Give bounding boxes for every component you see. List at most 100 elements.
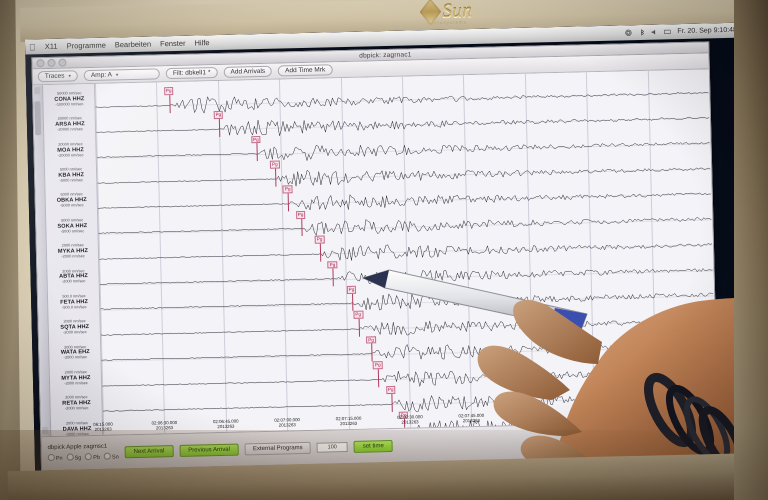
time-axis-tick-date: 2013263	[278, 422, 296, 428]
seismogram-trace[interactable]	[96, 106, 710, 143]
trace-scale-bottom: -2000 nm/sec	[63, 354, 88, 361]
time-axis-tick-date: 2013263	[340, 421, 358, 427]
gear-icon[interactable]	[625, 29, 633, 36]
trace-scale-bottom: -5000 nm/sec	[59, 202, 84, 209]
trace-scale-bottom: -100000 nm/sec	[55, 101, 84, 107]
time-axis-tick-date: 2013263	[462, 418, 481, 424]
phase-pick-label[interactable]: Pg	[282, 185, 293, 194]
traces-dropdown-label: Traces	[44, 72, 65, 80]
trace-canvas[interactable]: Pg Pg Pg Pg Pg Pg Pg Pg Pg Pg Pg Pg Pg Pg	[94, 69, 718, 437]
trace-label-row: 5000 nm/sec OBKA HHZ -5000 nm/sec	[46, 192, 98, 209]
trace-label-row: 5000 nm/sec SOKA HHZ -5000 nm/sec	[46, 217, 98, 235]
time-axis-tick-label: 02:07:00.000 2013263	[269, 417, 305, 429]
volume-icon[interactable]	[651, 29, 658, 36]
time-axis-tick-date: 2013263	[708, 412, 718, 418]
phase-pick-label[interactable]: Pg	[366, 335, 376, 344]
filter-dropdown-label: Filt: dbkelI1 *	[172, 69, 211, 77]
trace-label-row: 2000 nm/sec SQTA HHZ -2000 nm/sec	[49, 318, 101, 336]
phase-pick-label[interactable]: Pg	[385, 386, 396, 395]
menu-item-fenster[interactable]: Fenster	[153, 38, 186, 49]
chevron-down-icon: ▾	[115, 72, 119, 79]
phase-pick-label[interactable]: Pg	[314, 235, 325, 244]
window-controls[interactable]	[36, 58, 67, 68]
minimize-icon[interactable]	[47, 58, 56, 67]
trace-label-row: 2000 nm/sec WATA EHZ -2000 nm/sec	[49, 344, 101, 361]
seismogram-trace[interactable]	[98, 208, 712, 245]
phase-pick-label[interactable]: Pg	[213, 111, 224, 120]
time-axis-tick-date: 2013263	[401, 419, 419, 426]
time-axis-tick-label: 02:08:30.000 2013263	[637, 408, 673, 420]
trace-scale-bottom: -20000 nm/sec	[57, 151, 84, 158]
trace-label-row: 500.0 nm/sec FETA HHZ -500.0 nm/sec	[48, 293, 100, 311]
menu-item-x11[interactable]: X11	[37, 41, 58, 52]
apple-icon[interactable]: 	[29, 42, 36, 52]
trace-scale-bottom: -2000 nm/sec	[61, 278, 86, 285]
phase-pick-label[interactable]: Pg	[372, 361, 383, 370]
seismogram-trace[interactable]	[99, 233, 713, 270]
add-time-mark-button[interactable]: Add Time Mrk	[278, 64, 333, 77]
desk-surface	[0, 430, 768, 500]
time-axis-tick-date: 2013263	[585, 415, 603, 421]
trace-label-row: 2000 nm/sec RETA HHZ -2000 nm/sec	[50, 394, 102, 412]
monitor-screen:  X11 Programme Bearbeiten Fenster Hilfe…	[24, 22, 752, 479]
menubar-status-area: Fr. 20. Sep 9:10:48	[625, 27, 737, 37]
time-axis-tick-label: 02:08:45.000 2013263	[699, 406, 717, 418]
display-icon[interactable]	[664, 28, 672, 35]
phase-pick-label[interactable]: Pg	[163, 87, 174, 95]
trace-label-row: 50000 nm/sec CONA HHZ -100000 nm/sec	[43, 90, 95, 108]
trace-scale-bottom: -5000 nm/sec	[60, 227, 85, 234]
time-axis-tick-label: 02:07:15.000 2013263	[330, 415, 366, 427]
scroll-up-arrow-icon[interactable]	[34, 87, 41, 95]
menubar-spacer	[219, 33, 626, 43]
traces-dropdown[interactable]: Traces ▾	[37, 70, 79, 83]
zoom-icon[interactable]	[58, 58, 67, 67]
seismogram-trace[interactable]	[97, 182, 712, 219]
trace-label-row: 2000 nm/sec MYKA HHZ -2000 nm/sec	[47, 242, 99, 260]
trace-label-gutter: 50000 nm/sec CONA HHZ -100000 nm/sec 20000 …	[33, 83, 104, 437]
phase-pick-label[interactable]: Pg	[295, 210, 306, 219]
trace-label-row: 20000 nm/sec MOA HHZ -20000 nm/sec	[44, 141, 96, 159]
trace-scale-bottom: -2000 nm/sec	[64, 405, 89, 411]
trace-label-row: 5000 nm/sec KBA HHZ -5000 nm/sec	[45, 166, 97, 184]
menu-item-bearbeiten[interactable]: Bearbeiten	[107, 39, 151, 50]
amp-dropdown-label: Amp: A	[90, 71, 112, 79]
scrollbar-thumb[interactable]	[34, 101, 42, 136]
menu-item-programme[interactable]: Programme	[59, 40, 106, 51]
menu-item-hilfe[interactable]: Hilfe	[187, 38, 209, 48]
monitor-bezel-right	[734, 0, 768, 500]
bluetooth-icon[interactable]	[638, 29, 645, 36]
trace-scale-bottom: -20000 nm/sec	[57, 126, 83, 133]
trace-scale-bottom: -2000 nm/sec	[61, 253, 85, 259]
seismogram-trace[interactable]	[96, 132, 710, 169]
sun-logo: Sun microsystems	[392, 0, 503, 28]
trace-label-row: 2000 nm/sec ABTA HHZ -2000 nm/sec	[47, 268, 99, 285]
phase-pick-label[interactable]: Pg	[250, 135, 261, 144]
filter-dropdown[interactable]: Filt: dbkelI1 *	[165, 66, 218, 80]
menubar-clock[interactable]: Fr. 20. Sep 9:10:48	[677, 26, 737, 36]
seismogram-trace[interactable]	[97, 157, 711, 194]
add-arrivals-button[interactable]: Add Arrivals	[223, 65, 273, 78]
trace-label-row: 2000 nm/sec MYTA HHZ -2000 nm/sec	[50, 369, 102, 387]
seismogram-trace[interactable]	[95, 81, 709, 118]
phase-pick-label[interactable]: Pg	[269, 160, 280, 169]
close-icon[interactable]	[36, 59, 45, 68]
chevron-down-icon: ▾	[68, 73, 72, 80]
amp-dropdown[interactable]: Amp: A ▾	[83, 68, 161, 82]
trace-scale-bottom: -500.0 nm/sec	[61, 303, 87, 310]
trace-scale-bottom: -2000 nm/sec	[62, 329, 87, 335]
phase-pick-label[interactable]: Pg	[327, 260, 338, 269]
phase-pick-label[interactable]: Pg	[346, 285, 357, 294]
time-axis-tick-date: 2013263	[524, 416, 542, 423]
trace-label-row: 20000 nm/sec ARSA HHZ -20000 nm/sec	[44, 116, 96, 133]
time-axis-tick-label: 02:07:45.000 2013263	[453, 412, 489, 424]
time-axis-tick-label: 02:08:00.000 2013263	[515, 411, 551, 423]
time-axis-tick-label: 02:08:15.000 2013263	[576, 409, 612, 421]
time-axis-tick-label: 02:06:45.000 2013263	[208, 418, 244, 430]
time-axis-tick-date: 2013263	[646, 413, 665, 420]
sun-logo-subtext: microsystems	[427, 19, 467, 26]
dbpick-window: dbpick: zagrnac1 Traces ▾ Amp: A ▾ Filt: d…	[31, 41, 719, 472]
macos-menubar[interactable]:  X11 Programme Bearbeiten Fenster Hilfe…	[24, 22, 742, 55]
seismogram-plot-area[interactable]: Pg Pg Pg Pg Pg Pg Pg Pg Pg Pg Pg Pg Pg Pg 50000 nm/se…	[33, 69, 718, 437]
phase-pick-label[interactable]: Pg	[353, 310, 364, 319]
